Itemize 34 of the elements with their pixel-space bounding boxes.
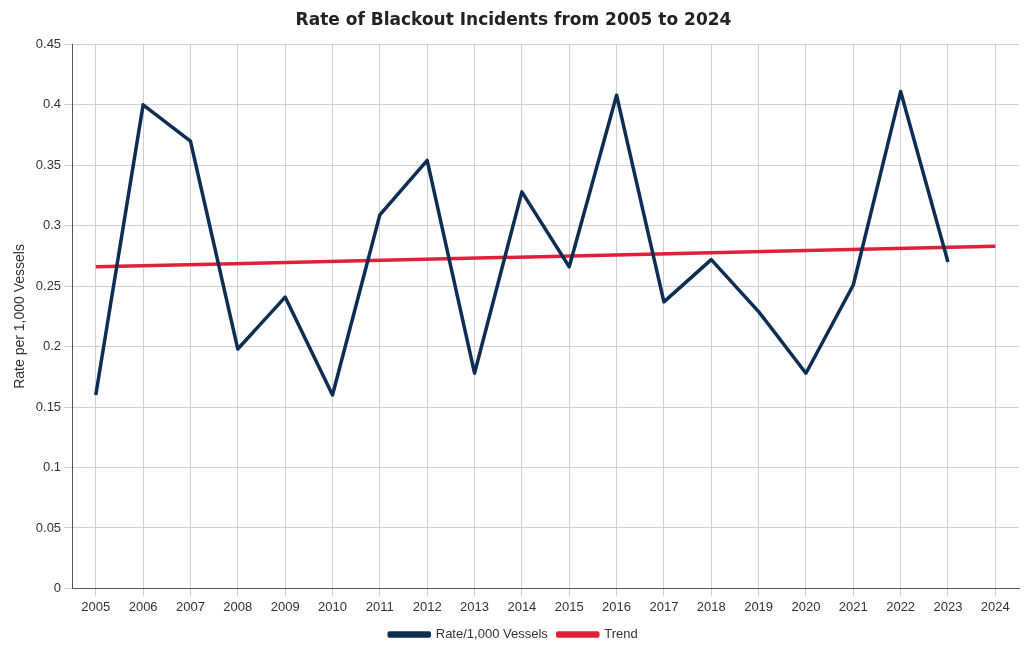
x-tick-label: 2018	[696, 598, 726, 614]
x-tick-label: 2022	[886, 598, 916, 614]
legend-label: Rate/1,000 Vessels	[435, 626, 549, 642]
x-tick-label: 2009	[270, 598, 300, 614]
x-tick-label: 2005	[81, 598, 111, 614]
x-tick-label: 2013	[460, 598, 489, 614]
y-tick-label: 0.25	[35, 277, 62, 293]
y-tick-label: 0.35	[35, 156, 62, 172]
y-tick-label: 0.05	[35, 519, 62, 535]
x-tick-label: 2011	[365, 598, 394, 614]
x-tick-label: 2016	[602, 598, 632, 614]
x-tick-label: 2006	[128, 598, 158, 614]
chart-title: Rate of Blackout Incidents from 2005 to 2024	[295, 8, 732, 29]
x-tick-label: 2017	[649, 598, 679, 614]
x-tick-label: 2010	[318, 598, 347, 614]
x-tick-label: 2014	[507, 598, 537, 614]
y-axis-title: Rate per 1,000 Vessels	[11, 244, 28, 389]
y-tick-label: 0	[53, 579, 62, 595]
x-tick-label: 2020	[791, 598, 821, 614]
x-tick-label: 2012	[412, 598, 442, 614]
legend-label: Trend	[604, 626, 638, 642]
x-tick-label: 2023	[933, 598, 963, 614]
y-tick-label: 0.15	[35, 398, 62, 414]
x-tick-label: 2021	[838, 598, 868, 614]
x-tick-label: 2019	[744, 598, 774, 614]
x-tick-label: 2007	[176, 598, 205, 614]
x-tick-label: 2024	[980, 598, 1010, 614]
y-tick-label: 0.3	[43, 217, 62, 233]
y-tick-label: 0.45	[35, 35, 62, 51]
y-tick-label: 0.2	[43, 338, 62, 354]
y-tick-label: 0.1	[43, 459, 62, 475]
x-tick-label: 2008	[223, 598, 253, 614]
y-tick-label: 0.4	[43, 96, 62, 112]
x-tick-label: 2015	[554, 598, 584, 614]
